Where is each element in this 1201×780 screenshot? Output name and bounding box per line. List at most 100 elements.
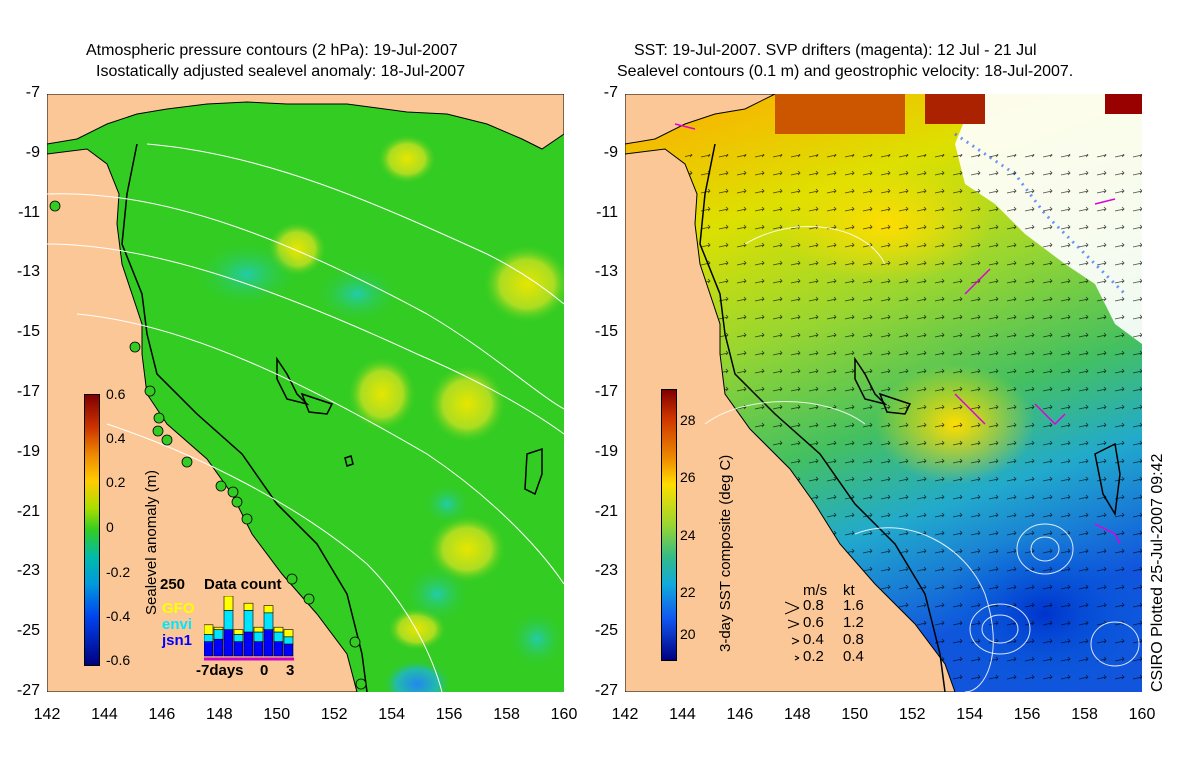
data-count-bar-jsn1 xyxy=(243,631,254,657)
sst-tick-3: 22 xyxy=(680,584,696,600)
plot-credit: CSIRO Plotted 25-Jul-2007 09:42 xyxy=(1149,453,1166,692)
right-title-line2: Sealevel contours (0.1 m) and geostrophi… xyxy=(617,63,1074,80)
right-x-tick: 156 xyxy=(1013,706,1041,723)
sla-tick-5: -0.4 xyxy=(106,608,131,624)
left-y-tick: -7 xyxy=(25,84,40,101)
data-count-bar-gfo xyxy=(223,596,234,611)
series-label-envi: envi xyxy=(162,616,193,633)
speed-header-kt: kt xyxy=(843,582,855,599)
left-y-tick: -9 xyxy=(25,143,40,161)
left-x-tick: 146 xyxy=(148,706,176,723)
data-count-bar-jsn1 xyxy=(213,638,224,657)
left-y-tick: -15 xyxy=(16,323,40,341)
left-x-tick: 142 xyxy=(33,706,61,723)
sealevel-anomaly-map-canvas xyxy=(47,94,564,692)
sla-tick-6: -0.6 xyxy=(106,652,131,668)
right-x-tick: 142 xyxy=(611,706,639,723)
sst-tick-0: 28 xyxy=(680,412,696,428)
speed-legend: m/s kt 0.8 1.6 0.6 1.2 0.4 0.8 0.2 0.4 xyxy=(785,582,905,672)
inset-xlabel-end: 3 xyxy=(286,662,295,679)
sst-tick-2: 24 xyxy=(680,527,696,543)
left-y-tick: -17 xyxy=(16,383,40,400)
right-y-tick: -17 xyxy=(594,383,618,400)
data-count-bar-envi xyxy=(204,634,214,642)
sst-tick-1: 26 xyxy=(680,469,696,485)
data-count-bar-envi xyxy=(273,631,284,642)
right-x-tick: 154 xyxy=(956,706,983,723)
series-label-jsn1: jsn1 xyxy=(162,632,193,649)
sst-map: 3-day SST composite (deg C) m/s kt 0.8 1… xyxy=(625,94,1142,692)
right-y-tick: -27 xyxy=(594,682,618,699)
speed-row-1-ms: 0.6 xyxy=(803,614,824,631)
sst-colorbar-title: 3-day SST composite (deg C) xyxy=(717,454,734,652)
data-count-bar-gfo xyxy=(263,605,274,614)
sla-tick-0: 0.6 xyxy=(106,386,126,402)
sla-tick-2: 0.2 xyxy=(106,474,126,490)
speed-header-ms: m/s xyxy=(803,582,828,599)
data-count-title: Data count xyxy=(204,576,282,593)
speed-row-2-ms: 0.4 xyxy=(803,631,824,648)
left-y-tick: -13 xyxy=(16,263,40,281)
speed-row-0-ms: 0.8 xyxy=(803,597,824,614)
data-count-bar-envi xyxy=(213,629,224,640)
data-count-bar-gfo xyxy=(204,624,214,635)
left-title-line2: Isostatically adjusted sealevel anomaly:… xyxy=(96,63,466,80)
left-x-tick: 144 xyxy=(91,706,118,723)
data-count-bar-gfo xyxy=(243,602,254,611)
right-y-tick: -15 xyxy=(594,323,618,341)
right-x-tick: 160 xyxy=(1128,706,1156,723)
data-count-bar-envi xyxy=(233,634,244,642)
sst-tick-4: 20 xyxy=(680,626,696,642)
data-count-bar-jsn1 xyxy=(204,641,214,657)
speed-arrow-glyphs xyxy=(785,601,800,661)
left-y-tick: -11 xyxy=(18,203,40,221)
right-x-tick: 146 xyxy=(726,706,754,723)
data-count-bar-jsn1 xyxy=(253,641,264,657)
data-count-bar-jsn1 xyxy=(273,641,284,657)
left-y-tick: -23 xyxy=(16,562,40,580)
data-count-bars xyxy=(204,596,294,661)
data-count-ymax: 250 xyxy=(160,576,186,593)
sst-colorbar xyxy=(661,389,677,661)
sla-tick-3: 0 xyxy=(106,519,114,535)
data-count-bar-jsn1 xyxy=(283,643,294,657)
right-y-tick: -11 xyxy=(596,203,618,221)
left-y-tick: -21 xyxy=(16,502,40,520)
left-x-tick: 152 xyxy=(320,706,348,723)
data-count-bar-gfo xyxy=(233,629,244,635)
right-y-tick: -9 xyxy=(603,143,618,161)
data-count-bar-envi xyxy=(283,636,294,645)
data-count-bar-jsn1 xyxy=(263,629,274,657)
data-count-bar-jsn1 xyxy=(223,629,234,657)
right-y-tick: -19 xyxy=(594,442,618,460)
speed-row-0-kt: 1.6 xyxy=(843,597,864,614)
speed-row-3-ms: 0.2 xyxy=(803,648,824,665)
sealevel-anomaly-map: Sealevel anomaly (m) Data count 250 GFO … xyxy=(47,94,564,692)
left-x-tick: 156 xyxy=(435,706,463,723)
speed-row-3-kt: 0.4 xyxy=(843,648,864,665)
sla-tick-4: -0.2 xyxy=(106,564,131,580)
left-y-tick: -19 xyxy=(16,442,40,460)
series-label-gfo: GFO xyxy=(162,600,195,617)
data-count-bar-envi xyxy=(253,631,264,642)
left-x-tick: 148 xyxy=(205,706,233,723)
speed-row-1-kt: 1.2 xyxy=(843,614,864,631)
data-count-bar-gfo xyxy=(253,626,264,633)
left-x-tick: 160 xyxy=(550,706,578,723)
sst-map-canvas xyxy=(625,94,1142,692)
right-y-tick: -7 xyxy=(603,84,618,101)
data-count-bar-gfo xyxy=(213,626,224,630)
data-count-bar-envi xyxy=(243,610,254,633)
inset-xlabel-start: -7days xyxy=(196,662,244,679)
right-y-tick: -13 xyxy=(594,263,618,281)
left-x-tick: 154 xyxy=(378,706,405,723)
right-x-tick: 148 xyxy=(783,706,811,723)
left-title-line1: Atmospheric pressure contours (2 hPa): 1… xyxy=(86,42,458,59)
right-x-tick: 152 xyxy=(898,706,926,723)
left-y-tick: -25 xyxy=(16,622,40,640)
data-count-bar-envi xyxy=(263,612,274,630)
sealevel-colorbar-title: Sealevel anomaly (m) xyxy=(143,469,160,615)
sla-tick-1: 0.4 xyxy=(106,430,126,446)
left-y-tick: -27 xyxy=(16,682,40,699)
left-x-tick: 150 xyxy=(263,706,291,723)
